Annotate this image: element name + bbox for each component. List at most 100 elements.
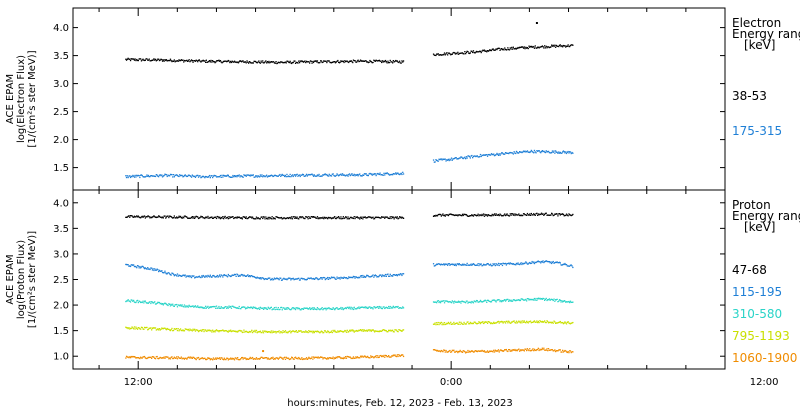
proton-data-point <box>472 302 475 304</box>
electron-data-point <box>247 174 249 176</box>
proton-data-point <box>280 216 283 219</box>
proton-data-point <box>457 323 459 325</box>
electron-data-point <box>356 173 359 176</box>
proton-data-point <box>215 276 217 278</box>
proton-data-point <box>373 330 375 332</box>
proton-data-point <box>155 269 157 271</box>
proton-data-point <box>208 275 210 277</box>
electron-data-point <box>186 175 188 178</box>
proton-data-point <box>471 214 473 216</box>
proton-data-point <box>176 329 179 332</box>
electron-data-point <box>262 62 265 64</box>
proton-data-point <box>529 213 531 215</box>
proton-data-point <box>557 301 559 303</box>
proton-data-point <box>565 301 567 303</box>
proton-data-point <box>347 331 349 333</box>
proton-data-point <box>303 358 305 360</box>
electron-data-point <box>476 155 478 157</box>
proton-data-point <box>159 270 161 272</box>
proton-data-point <box>179 215 182 218</box>
proton-data-point <box>437 214 439 216</box>
proton-data-point <box>328 217 330 219</box>
electron-ytick-label: 3.5 <box>53 51 69 62</box>
electron-data-point <box>255 60 257 63</box>
electron-data-point <box>537 46 539 48</box>
proton-data-point <box>300 309 302 311</box>
proton-data-point <box>157 301 159 303</box>
proton-data-point <box>356 329 358 332</box>
proton-data-point <box>302 331 305 333</box>
electron-data-point <box>251 62 253 64</box>
proton-data-point <box>396 330 398 332</box>
proton-data-point <box>445 263 447 266</box>
proton-data-point <box>367 216 369 218</box>
electron-data-point <box>147 59 150 61</box>
proton-data-point <box>513 320 515 322</box>
proton-data-point <box>539 261 541 263</box>
proton-data-point <box>171 356 173 358</box>
proton-data-point <box>461 263 464 265</box>
proton-data-point <box>216 307 218 309</box>
proton-data-point <box>145 301 147 304</box>
electron-data-point <box>241 61 243 63</box>
proton-data-point <box>171 216 173 219</box>
proton-data-point <box>537 298 539 300</box>
proton-data-point <box>155 216 157 219</box>
electron-data-point <box>509 151 511 154</box>
electron-data-point <box>147 59 149 61</box>
electron-data-point <box>173 59 175 61</box>
proton-data-point <box>460 302 462 304</box>
proton-data-point <box>555 322 557 324</box>
proton-data-point <box>189 328 191 330</box>
electron-data-point <box>255 61 258 64</box>
proton-data-point <box>160 357 162 359</box>
electron-ytick-label: 1.5 <box>53 163 69 174</box>
electron-ytick-label: 2.0 <box>53 135 69 146</box>
proton-data-point <box>528 214 530 216</box>
proton-data-point <box>467 349 469 352</box>
proton-data-point <box>125 300 127 303</box>
proton-data-point <box>288 308 290 310</box>
proton-data-point <box>284 356 286 358</box>
electron-data-point <box>559 151 561 154</box>
proton-data-point <box>483 322 485 325</box>
electron-data-point <box>480 155 482 158</box>
proton-data-point <box>334 357 337 359</box>
proton-data-point <box>461 323 464 325</box>
proton-data-point <box>388 330 391 332</box>
proton-data-point <box>468 301 470 303</box>
electron-data-point <box>279 173 281 176</box>
proton-data-point <box>240 308 242 310</box>
electron-data-point <box>529 151 532 153</box>
proton-data-point <box>388 307 391 309</box>
proton-data-point <box>456 263 458 265</box>
proton-data-point <box>496 264 498 266</box>
proton-data-point <box>480 214 482 217</box>
proton-data-point <box>190 329 192 331</box>
proton-data-point <box>136 327 138 330</box>
proton-data-point <box>372 329 374 331</box>
electron-data-point <box>394 173 396 175</box>
proton-data-point <box>435 301 437 303</box>
proton-data-point <box>505 320 507 323</box>
electron-data-point <box>384 172 387 174</box>
proton-data-point <box>178 215 180 217</box>
electron-data-point <box>128 175 130 177</box>
proton-data-point <box>293 308 295 310</box>
proton-data-point <box>205 305 207 307</box>
proton-data-point <box>314 356 316 358</box>
electron-data-point <box>133 175 135 177</box>
electron-data-point <box>507 47 509 49</box>
electron-data-point <box>510 152 512 154</box>
proton-data-point <box>141 301 143 304</box>
proton-data-point <box>336 216 338 218</box>
electron-data-point <box>170 173 172 176</box>
proton-data-point <box>515 214 518 216</box>
proton-data-point <box>161 357 163 359</box>
proton-data-point <box>227 307 229 309</box>
proton-data-point <box>135 357 137 359</box>
electron-data-point <box>485 50 487 52</box>
proton-data-point <box>330 330 333 332</box>
proton-legend-units: [keV] <box>744 220 775 234</box>
